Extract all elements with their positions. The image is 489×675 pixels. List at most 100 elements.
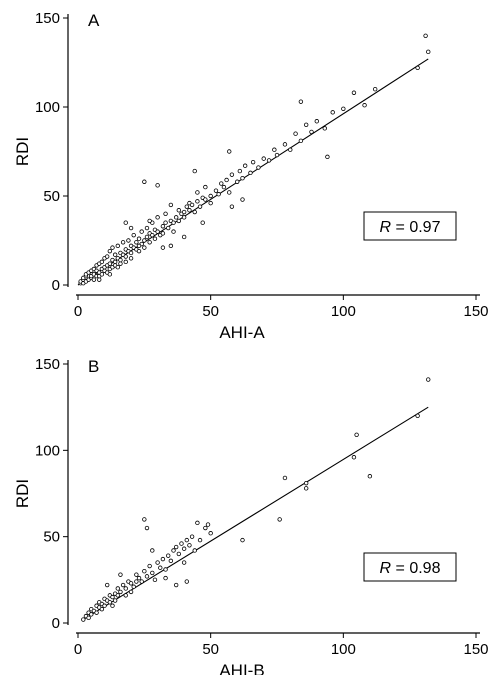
data-point xyxy=(181,560,187,565)
data-point xyxy=(102,603,107,608)
data-point xyxy=(288,147,293,152)
data-point xyxy=(118,572,123,577)
data-point xyxy=(367,474,373,479)
data-point xyxy=(195,520,200,526)
data-point xyxy=(123,254,128,259)
data-point xyxy=(229,204,235,209)
data-point xyxy=(134,240,139,245)
data-point xyxy=(128,256,134,261)
data-point xyxy=(120,240,126,245)
y-axis-label: RDI xyxy=(13,137,32,166)
data-point xyxy=(192,548,197,553)
data-point xyxy=(155,183,160,188)
data-point xyxy=(110,245,115,250)
data-point xyxy=(123,593,128,598)
data-point xyxy=(147,218,152,224)
data-point xyxy=(150,232,155,238)
data-point xyxy=(197,204,203,209)
data-point xyxy=(131,584,136,589)
data-point xyxy=(123,586,128,591)
data-point xyxy=(242,163,248,168)
data-point xyxy=(176,551,182,557)
data-point xyxy=(274,152,280,158)
x-tick-label: 50 xyxy=(202,641,219,658)
data-point xyxy=(160,224,166,229)
data-point xyxy=(176,208,182,213)
data-point xyxy=(208,200,213,206)
data-point xyxy=(94,610,99,615)
data-point xyxy=(192,168,197,174)
data-point xyxy=(107,248,113,254)
data-point xyxy=(303,480,309,486)
data-point xyxy=(115,593,120,598)
data-point xyxy=(282,142,288,147)
data-point xyxy=(160,231,166,236)
x-tick-label: 0 xyxy=(74,303,82,320)
data-point xyxy=(168,558,174,564)
data-point xyxy=(229,172,235,177)
data-point xyxy=(203,525,208,531)
data-point xyxy=(97,277,102,282)
data-point xyxy=(147,563,152,569)
data-point xyxy=(298,138,304,144)
data-point xyxy=(118,257,123,263)
y-tick-label: 50 xyxy=(43,188,60,205)
data-point xyxy=(261,156,266,161)
data-point xyxy=(107,600,113,605)
data-point xyxy=(86,615,91,621)
data-point xyxy=(128,250,134,256)
data-point xyxy=(213,188,219,193)
data-point xyxy=(179,541,184,546)
data-point xyxy=(166,553,171,558)
panel-a: 0 50 100 150 0 50 100 150 AHI-A RDI A R = 0.97 xyxy=(13,10,489,342)
data-point xyxy=(139,579,144,584)
panel-label: B xyxy=(88,357,99,376)
y-tick-label: 100 xyxy=(35,442,60,459)
data-point xyxy=(224,177,229,183)
data-point xyxy=(426,377,431,382)
data-point xyxy=(354,432,359,437)
panel-b: 0 50 100 150 0 50 100 150 AHI-B RDI B R = 0.98 xyxy=(13,356,489,675)
data-point xyxy=(163,575,168,581)
data-point xyxy=(221,184,227,190)
data-point xyxy=(173,582,179,588)
data-point xyxy=(115,243,120,249)
data-point xyxy=(195,199,200,204)
data-point xyxy=(423,33,428,38)
data-point xyxy=(240,197,245,202)
data-point xyxy=(168,243,174,249)
data-point xyxy=(293,131,298,136)
y-tick-label: 0 xyxy=(52,615,60,632)
data-point xyxy=(144,234,150,240)
correlation-box xyxy=(363,552,457,582)
x-tick-label: 50 xyxy=(202,303,219,320)
x-tick-label: 100 xyxy=(331,641,356,658)
data-point xyxy=(142,517,147,522)
data-point xyxy=(171,229,176,234)
data-point xyxy=(155,215,160,220)
data-point xyxy=(134,572,139,577)
data-point xyxy=(120,582,126,588)
data-point xyxy=(184,579,189,584)
data-point xyxy=(118,589,123,595)
data-point xyxy=(189,202,195,208)
data-point xyxy=(112,598,118,603)
data-point xyxy=(415,65,420,71)
data-point xyxy=(187,543,192,548)
y-tick-label: 150 xyxy=(35,10,60,27)
data-point xyxy=(314,119,319,124)
data-point xyxy=(168,202,174,208)
x-tick-label: 100 xyxy=(331,303,356,320)
correlation-label: R = 0.97 xyxy=(380,219,441,236)
data-point xyxy=(181,215,187,220)
data-point xyxy=(197,537,203,543)
x-axis-label: AHI-A xyxy=(219,323,265,342)
data-point xyxy=(115,586,120,591)
data-point xyxy=(158,565,163,570)
data-point xyxy=(216,192,221,197)
x-tick-label: 0 xyxy=(74,641,82,658)
data-point xyxy=(104,254,110,259)
data-point xyxy=(99,259,105,265)
data-point xyxy=(176,218,182,224)
data-point xyxy=(184,204,189,209)
